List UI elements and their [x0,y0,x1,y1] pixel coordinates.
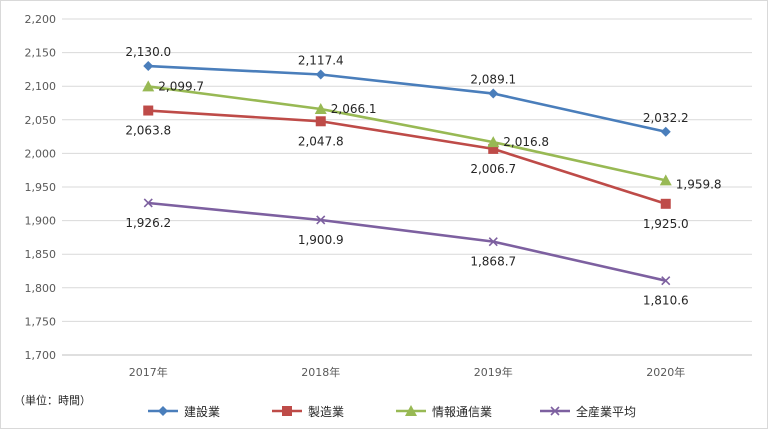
data-label: 1,810.6 [643,294,689,308]
y-tick-label: 2,150 [25,47,57,60]
series-line [148,64,667,134]
data-point-x [661,276,671,286]
y-tick-label: 1,950 [25,181,57,194]
data-label: 1,925.0 [643,217,689,231]
x-tick-label: 2020年 [646,365,685,379]
data-label: 2,063.8 [125,124,171,138]
data-point-triangle [142,80,155,92]
y-tick-label: 1,900 [25,215,57,228]
data-label: 2,047.8 [298,134,344,148]
data-point-diamond [143,61,154,72]
data-point-diamond [315,69,326,80]
data-point-square [282,406,292,416]
series-line [148,201,667,282]
y-tick-label: 2,100 [25,80,57,93]
unit-label: （単位：時間） [14,393,91,407]
data-point-x [488,237,498,247]
y-tick-label: 1,850 [25,248,57,261]
data-label: 1,868.7 [470,255,516,269]
data-point-square [315,116,326,127]
data-point-triangle [659,174,672,186]
y-tick-label: 1,750 [25,315,57,328]
data-point-square [143,105,154,116]
data-point-diamond [158,406,168,416]
data-label: 1,959.8 [676,177,722,191]
legend-item: 建設業 [148,404,220,419]
data-label: 1,926.2 [125,216,171,230]
x-tick-label: 2017年 [129,365,168,379]
data-label: 2,099.7 [158,79,204,93]
series-markers [142,61,672,286]
y-tick-label: 2,000 [25,147,57,160]
data-label: 2,089.1 [470,73,516,87]
legend-item: 製造業 [272,405,344,419]
legend: 建設業 製造業 情報通信業 全産業平均 [148,404,636,419]
x-tick-label: 2019年 [474,365,513,379]
data-point-square [660,198,671,209]
x-axis: 2017年 2018年 2019年 2020年 [129,365,686,379]
data-point-x [316,215,326,225]
legend-label: 建設業 [184,404,220,419]
legend-label: 情報通信業 [432,405,492,419]
data-point-diamond [488,88,499,99]
data-labels: 2,130.0 2,117.4 2,089.1 2,032.2 2,063.8 2,047… [125,45,721,308]
legend-label: 製造業 [308,405,344,419]
data-point-square [488,143,499,154]
data-point-x [550,406,560,416]
data-label: 2,117.4 [298,54,344,68]
y-tick-label: 1,800 [25,282,57,295]
data-label: 2,032.2 [643,111,689,125]
legend-item: 情報通信業 [396,405,492,419]
data-label: 2,016.8 [503,135,549,149]
series-line [148,85,667,182]
data-label: 1,900.9 [298,233,344,247]
data-point-diamond [660,126,671,137]
data-label: 2,006.7 [470,162,516,176]
data-point-triangle [405,405,417,416]
data-label: 2,130.0 [125,45,171,59]
data-point-triangle [314,102,327,114]
series-line [148,109,667,206]
x-tick-label: 2018年 [301,365,340,379]
y-axis: 1,700 1,750 1,800 1,850 1,900 1,950 2,000 2,050… [25,13,57,362]
y-tick-label: 2,050 [25,114,57,127]
series-lines [148,64,667,282]
data-label: 2,066.1 [331,102,377,116]
gridlines [62,18,752,356]
legend-label: 全産業平均 [576,404,636,419]
legend-item: 全産業平均 [540,404,636,419]
y-tick-label: 2,200 [25,13,57,26]
y-tick-label: 1,700 [25,349,57,362]
data-point-triangle [487,136,500,148]
data-point-x [143,198,153,208]
